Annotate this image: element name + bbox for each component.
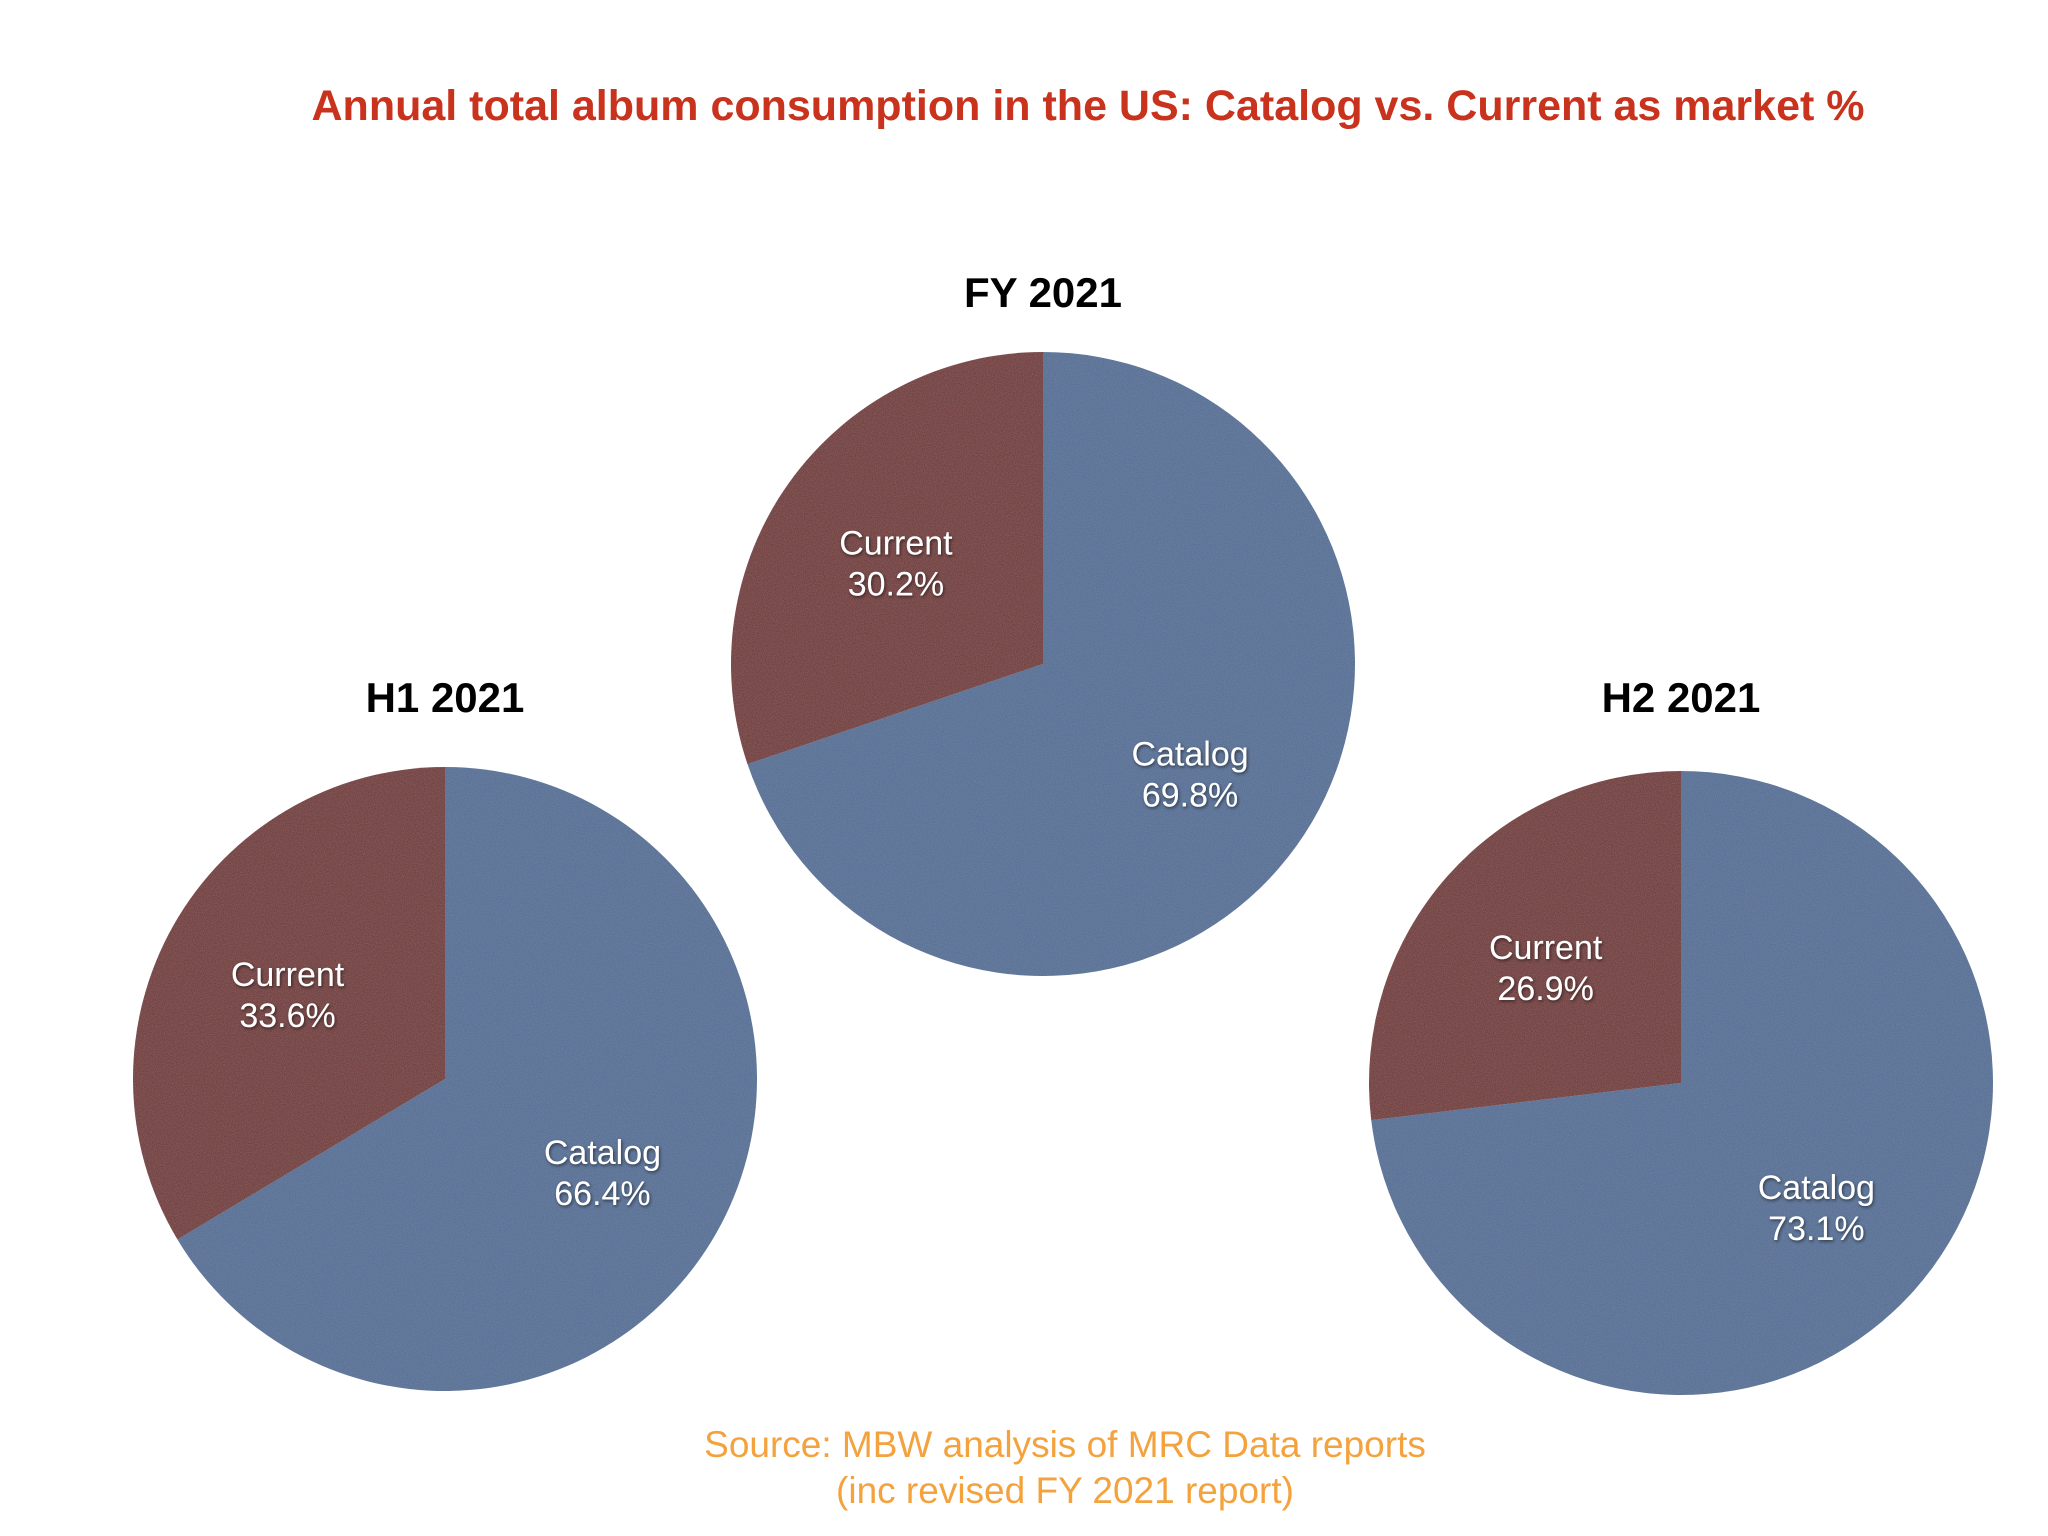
pie-title-h1-2021: H1 2021 [366,674,525,721]
slice-label-catalog-fy-2021: Catalog [1131,735,1248,773]
slice-value-catalog-h2-2021: 73.1% [1768,1210,1864,1248]
pie-title-h2-2021: H2 2021 [1602,674,1761,721]
pie-slice-catalog-fy-2021 [747,352,1355,977]
slice-label-current-h2-2021: Current [1489,929,1603,967]
pie-slice-catalog-h1-2021 [177,766,758,1392]
chart-title: Annual total album consumption in the US… [311,82,1865,130]
slice-value-catalog-h1-2021: 66.4% [554,1175,650,1213]
slice-label-catalog-h2-2021: Catalog [1758,1169,1875,1207]
slice-label-current-h1-2021: Current [231,956,345,994]
pie-slice-current-h2-2021 [1369,771,1681,1121]
slice-label-current-fy-2021: Current [839,525,953,563]
pie-slice-catalog-h2-2021 [1371,771,1994,1395]
pie-title-fy-2021: FY 2021 [964,269,1122,316]
source-note-line-1: Source: MBW analysis of MRC Data reports [704,1424,1426,1465]
pie-slice-current-fy-2021 [731,352,1043,765]
slice-value-current-h2-2021: 26.9% [1497,970,1593,1008]
pie-slice-current-h1-2021 [133,767,445,1240]
source-note-line-2: (inc revised FY 2021 report) [836,1470,1294,1511]
slice-value-catalog-fy-2021: 69.8% [1142,776,1238,814]
slice-value-current-h1-2021: 33.6% [239,997,335,1035]
slice-label-catalog-h1-2021: Catalog [544,1134,661,1172]
slice-value-current-fy-2021: 30.2% [848,566,944,604]
